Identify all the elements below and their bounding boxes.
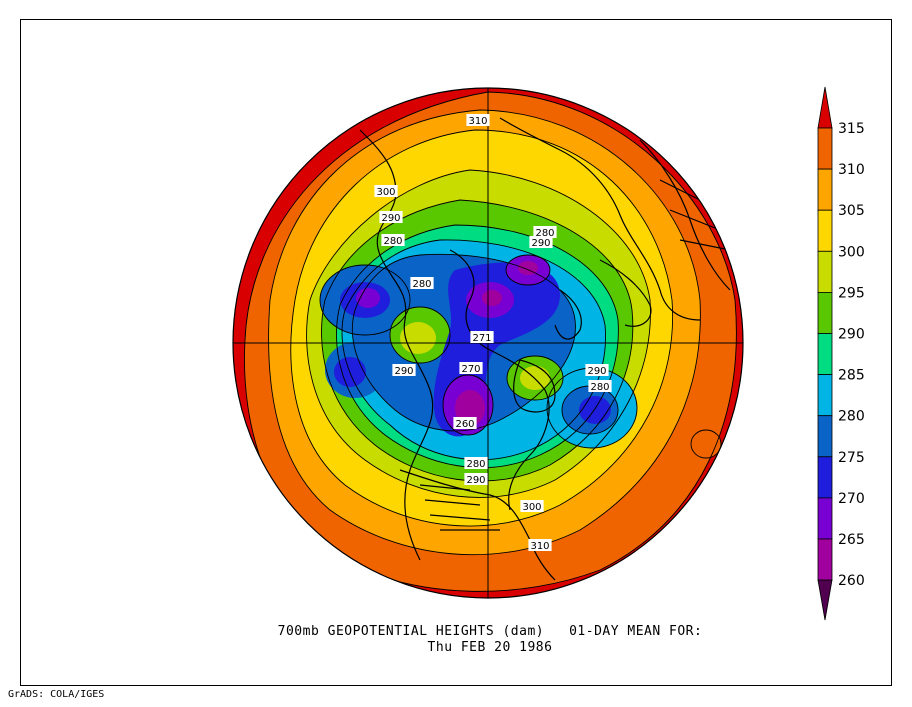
colorbar-swatch <box>817 168 833 211</box>
colorbar-tick-label: 285 <box>838 368 865 384</box>
colorbar: 315 310 305 300 295 290 285 280 275 270 265 260 <box>817 86 865 621</box>
plot-frame <box>20 19 892 686</box>
colorbar-swatch <box>817 374 833 417</box>
svg-text:290: 290 <box>466 475 485 486</box>
svg-text:310: 310 <box>468 116 487 127</box>
contour-label: 271 <box>470 331 494 344</box>
colorbar-tick-label: 300 <box>838 244 865 260</box>
contour-label: 280 <box>588 380 612 393</box>
colorbar-swatch <box>817 497 833 540</box>
svg-text:300: 300 <box>522 502 541 513</box>
contour-label: 280 <box>464 457 488 470</box>
colorbar-swatch <box>817 415 833 458</box>
colorbar-tick-label: 315 <box>838 121 865 137</box>
contour-label: 290 <box>464 473 488 486</box>
colorbar-tick-label: 260 <box>838 573 865 589</box>
svg-text:290: 290 <box>381 213 400 224</box>
svg-text:280: 280 <box>590 382 609 393</box>
svg-text:270: 270 <box>461 364 480 375</box>
colorbar-tick-label: 310 <box>838 162 865 178</box>
colorbar-tick-label: 275 <box>838 450 865 466</box>
svg-text:290: 290 <box>587 366 606 377</box>
contour-label: 280 <box>381 234 405 247</box>
colorbar-tick-label: 280 <box>838 409 865 425</box>
svg-text:290: 290 <box>394 366 413 377</box>
svg-text:290: 290 <box>531 238 550 249</box>
contour-label: 280 <box>410 277 434 290</box>
contour-label: 300 <box>520 500 544 513</box>
contour-label: 290 <box>585 364 609 377</box>
colorbar-tick-label: 295 <box>838 285 865 301</box>
credit-text: GrADS: COLA/IGES <box>8 689 105 700</box>
colorbar-tick-label: 265 <box>838 532 865 548</box>
colorbar-bottom-arrow <box>817 579 833 621</box>
svg-text:280: 280 <box>535 228 554 239</box>
figure-title-line-2: Thu FEB 20 1986 <box>427 640 553 655</box>
colorbar-swatch <box>817 333 833 375</box>
colorbar-top-arrow <box>817 86 833 129</box>
colorbar-tick-label: 270 <box>838 491 865 507</box>
colorbar-tick-label: 305 <box>838 203 865 219</box>
contour-label: 310 <box>466 114 490 127</box>
height-field <box>233 88 743 598</box>
svg-text:260: 260 <box>455 419 474 430</box>
svg-text:271: 271 <box>472 333 491 344</box>
svg-text:280: 280 <box>466 459 485 470</box>
colorbar-tick-label: 290 <box>838 327 865 343</box>
coastlines <box>359 117 731 581</box>
colorbar-swatch <box>817 127 833 170</box>
contour-label: 280 <box>533 226 557 239</box>
colorbar-swatch <box>817 456 833 499</box>
contour-label: 300 <box>374 185 398 198</box>
colorbar-swatch <box>817 291 833 334</box>
contour-label: 290 <box>392 364 416 377</box>
contour-label: 270 <box>459 362 483 375</box>
svg-text:300: 300 <box>376 187 395 198</box>
contour-label: 260 <box>453 417 477 430</box>
svg-text:280: 280 <box>412 279 431 290</box>
contour-label: 290 <box>379 211 403 224</box>
contour-label: 290 <box>529 236 553 249</box>
colorbar-swatch <box>817 250 833 293</box>
svg-text:280: 280 <box>383 236 402 247</box>
contour-label: 310 <box>528 539 552 552</box>
colorbar-swatch <box>817 538 833 581</box>
figure-title-line-1: 700mb GEOPOTENTIAL HEIGHTS (dam) 01-DAY … <box>277 624 703 639</box>
svg-text:310: 310 <box>530 541 549 552</box>
colorbar-swatch <box>817 209 833 252</box>
